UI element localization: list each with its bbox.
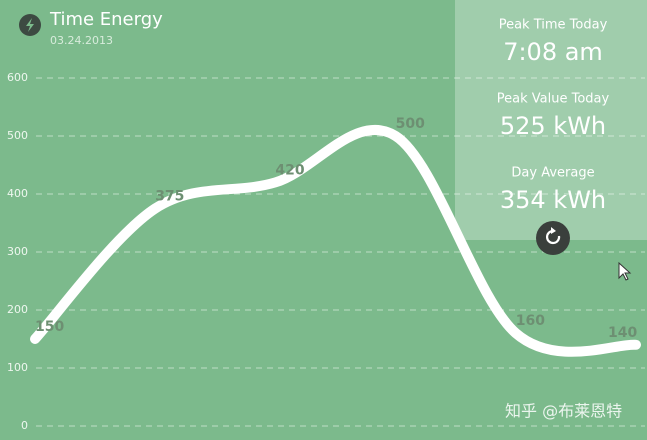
energy-line xyxy=(30,124,641,357)
data-label: 160 xyxy=(516,313,545,329)
data-label: 150 xyxy=(35,319,64,335)
panel-value: 525 kWh xyxy=(500,112,606,140)
data-label: 420 xyxy=(275,162,304,178)
panel-label: Day Average xyxy=(511,166,594,181)
data-label: 140 xyxy=(608,325,637,341)
summary-panel xyxy=(455,0,647,240)
y-tick-label: 0 xyxy=(21,419,28,432)
refresh-icon xyxy=(546,229,561,245)
panel-label: Peak Time Today xyxy=(499,18,608,33)
y-tick-label: 300 xyxy=(7,245,28,258)
panel-value: 7:08 am xyxy=(503,38,603,66)
lightning-icon xyxy=(26,18,34,32)
chart-title: Time Energy xyxy=(49,9,163,30)
chart-subtitle: 03.24.2013 xyxy=(50,34,113,47)
watermark: 知乎 @布莱恩特 xyxy=(505,402,622,421)
panel-label: Peak Value Today xyxy=(497,92,610,107)
y-tick-label: 500 xyxy=(7,129,28,142)
data-label: 500 xyxy=(396,116,425,132)
panel-value: 354 kWh xyxy=(500,186,606,214)
y-tick-label: 100 xyxy=(7,361,28,374)
refresh-arrow xyxy=(551,227,556,234)
cursor xyxy=(618,261,632,281)
y-tick-label: 200 xyxy=(7,303,28,316)
data-label: 375 xyxy=(155,189,184,205)
refresh-button[interactable] xyxy=(536,221,570,255)
y-tick-label: 600 xyxy=(7,71,28,84)
y-tick-label: 400 xyxy=(7,187,28,200)
